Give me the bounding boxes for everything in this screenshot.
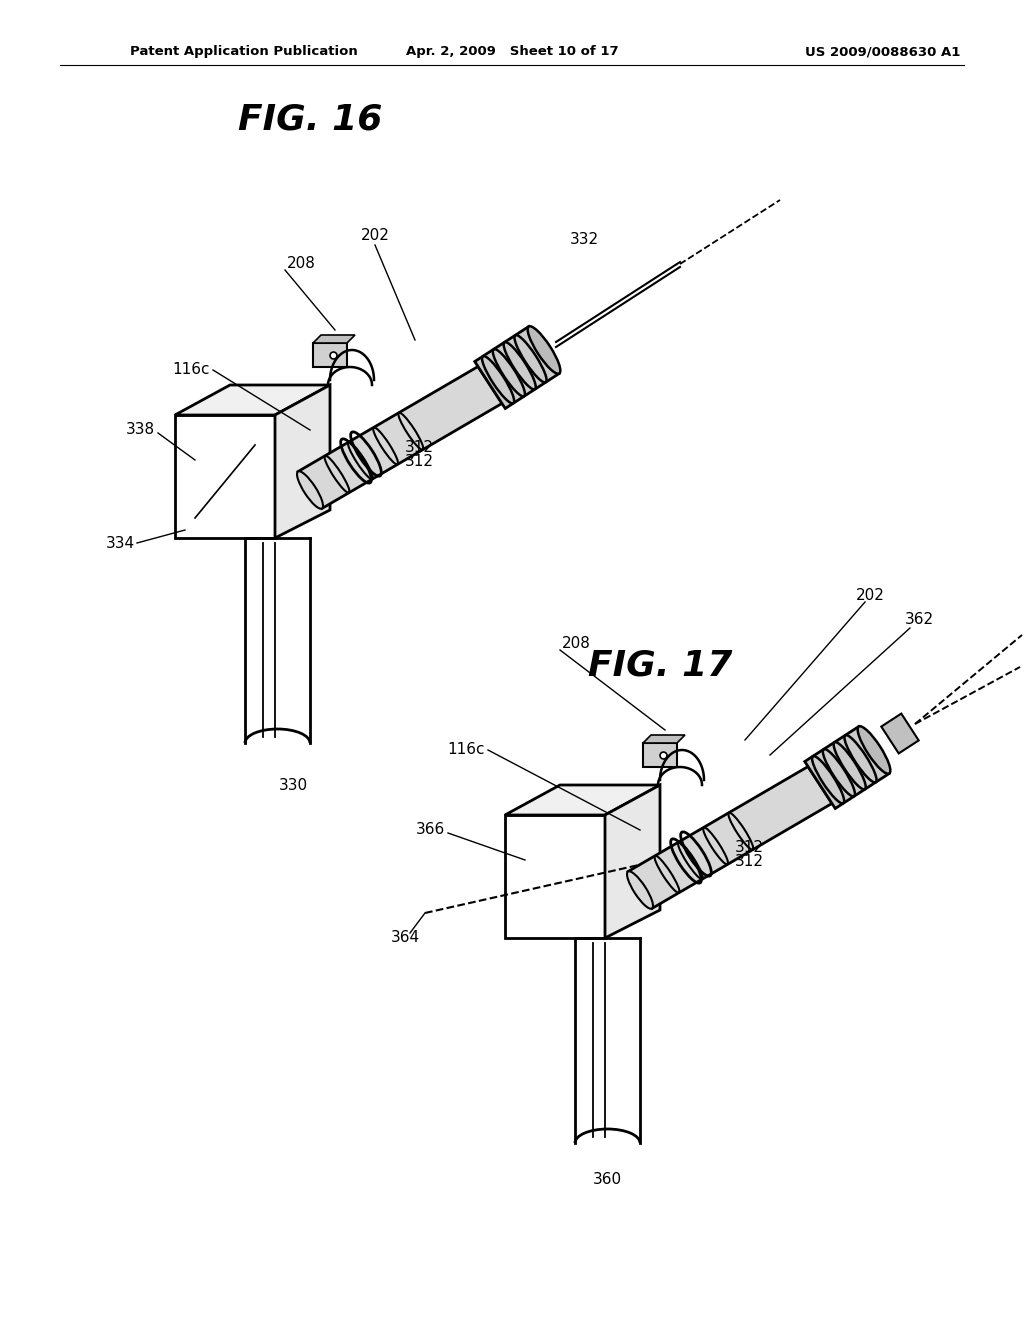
Text: FIG. 16: FIG. 16 — [238, 103, 382, 137]
Text: Patent Application Publication: Patent Application Publication — [130, 45, 357, 58]
Text: US 2009/0088630 A1: US 2009/0088630 A1 — [805, 45, 961, 58]
Text: 332: 332 — [570, 232, 599, 248]
Text: 208: 208 — [287, 256, 315, 271]
Polygon shape — [882, 714, 919, 754]
Text: 330: 330 — [279, 777, 307, 792]
Ellipse shape — [627, 871, 653, 908]
Text: 364: 364 — [390, 931, 420, 945]
Text: 116c: 116c — [447, 742, 485, 758]
Text: 312: 312 — [735, 841, 764, 855]
Polygon shape — [805, 726, 889, 808]
Polygon shape — [313, 335, 355, 343]
Polygon shape — [313, 343, 347, 367]
Text: 312: 312 — [735, 854, 764, 870]
Text: FIG. 17: FIG. 17 — [588, 648, 732, 682]
Text: 334: 334 — [105, 536, 135, 550]
Polygon shape — [643, 743, 677, 767]
Text: 312: 312 — [406, 441, 434, 455]
Text: 360: 360 — [593, 1172, 622, 1188]
Ellipse shape — [527, 326, 560, 374]
Ellipse shape — [858, 726, 890, 774]
Polygon shape — [298, 367, 502, 508]
Text: 208: 208 — [562, 635, 591, 651]
Ellipse shape — [297, 471, 323, 508]
Text: 338: 338 — [126, 422, 155, 437]
Polygon shape — [628, 767, 831, 908]
Text: 366: 366 — [416, 822, 445, 837]
Text: 116c: 116c — [172, 363, 210, 378]
Polygon shape — [475, 326, 559, 408]
Text: 202: 202 — [856, 587, 885, 602]
Polygon shape — [175, 385, 330, 414]
Text: 312: 312 — [406, 454, 434, 470]
Text: 362: 362 — [905, 612, 934, 627]
Polygon shape — [605, 785, 660, 939]
Text: 202: 202 — [360, 227, 389, 243]
Polygon shape — [643, 735, 685, 743]
Text: Apr. 2, 2009   Sheet 10 of 17: Apr. 2, 2009 Sheet 10 of 17 — [406, 45, 618, 58]
Polygon shape — [275, 385, 330, 539]
Polygon shape — [505, 785, 660, 814]
